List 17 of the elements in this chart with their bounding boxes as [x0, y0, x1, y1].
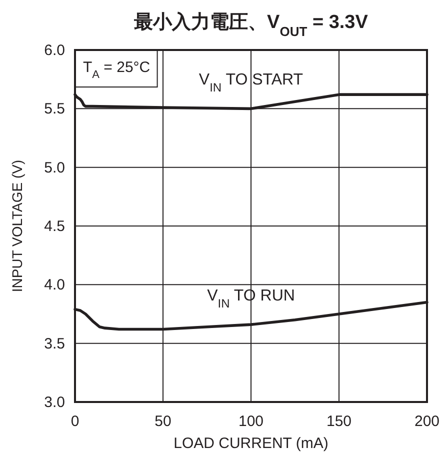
x-tick-label: 200 — [414, 413, 440, 430]
y-tick-label: 4.5 — [44, 218, 65, 235]
x-tick-label: 150 — [326, 413, 352, 430]
chart-title: 最小入力電圧、V$_{OUT}$ = 3.3V — [133, 11, 368, 38]
x-tick-label: 50 — [154, 413, 172, 430]
series-label: V$_{IN}$ TO START — [198, 72, 304, 95]
x-tick-label: 100 — [238, 413, 264, 430]
y-axis-title: INPUT VOLTAGE (V) — [9, 160, 25, 292]
annotation: T$_{A}$ = 25°C — [83, 59, 150, 81]
y-tick-label: 5.0 — [44, 159, 65, 176]
y-tick-label: 4.0 — [44, 276, 65, 294]
y-tick-label: 3.0 — [44, 394, 65, 411]
x-axis-title: LOAD CURRENT (mA) — [174, 435, 328, 452]
x-tick-label: 0 — [70, 413, 80, 430]
y-tick-label: 3.5 — [44, 335, 65, 352]
y-tick-label: 6.0 — [44, 42, 65, 59]
y-tick-label: 5.5 — [44, 100, 65, 118]
